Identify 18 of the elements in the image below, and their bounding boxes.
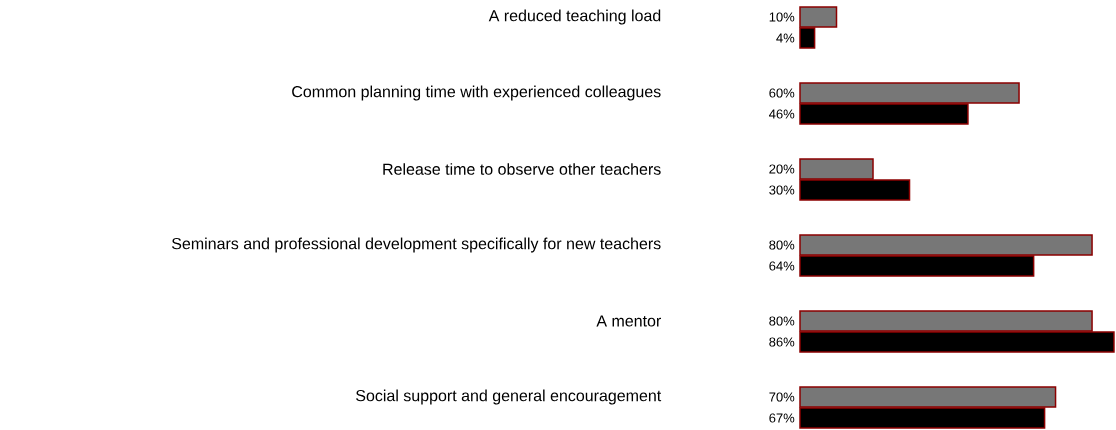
y-tick-label: Release time to observe other teachers — [383, 163, 661, 175]
y-tick-label: Social support and general encouragement — [356, 389, 662, 405]
y-tick-label: Common planning time with experienced colleagues — [292, 85, 661, 101]
data-label: 80% — [769, 240, 795, 250]
data-label: 70% — [769, 392, 795, 402]
data-label: 20% — [769, 164, 795, 174]
data-label: 64% — [769, 261, 795, 271]
data-label: 60% — [769, 88, 795, 98]
data-label: 67% — [769, 413, 795, 423]
data-label: 30% — [769, 185, 795, 195]
y-tick-label: Seminars and professional development specifically for new teachers — [171, 237, 661, 253]
data-label: 4% — [776, 33, 795, 43]
data-label: 86% — [769, 337, 795, 347]
data-label: 80% — [769, 316, 795, 326]
y-tick-label: A mentor — [596, 315, 661, 327]
data-label: 10% — [769, 12, 795, 22]
data-label: 46% — [769, 109, 795, 119]
y-tick-label: A reduced teaching load — [488, 9, 661, 25]
